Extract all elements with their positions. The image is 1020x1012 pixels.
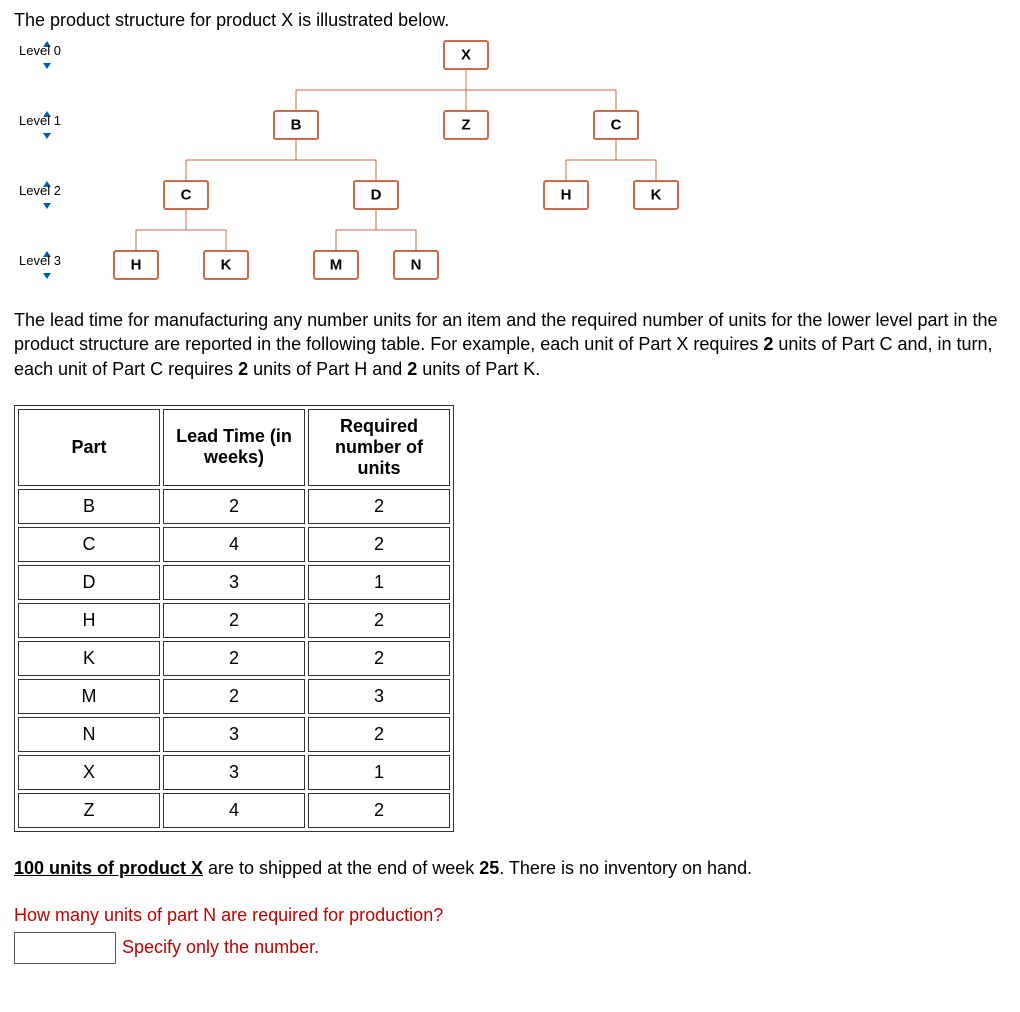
table-cell: 2 [308, 603, 450, 638]
svg-text:K: K [221, 257, 232, 274]
table-row: M23 [18, 679, 450, 714]
table-cell: C [18, 527, 160, 562]
table-cell: 2 [163, 641, 305, 676]
intro-text: The product structure for product X is i… [14, 10, 1006, 31]
tree-edge [296, 139, 376, 181]
svg-text:D: D [371, 187, 382, 204]
col-required: Required number of units [308, 409, 450, 486]
product-structure-diagram: X B Z C C D H K H K M N Level 0 Level 1 Level 2 Level 3 [14, 35, 1006, 300]
table-cell: 2 [163, 679, 305, 714]
table-cell: H [18, 603, 160, 638]
table-cell: B [18, 489, 160, 524]
tree-edge [336, 209, 376, 251]
table-row: C42 [18, 527, 450, 562]
table-row: Z42 [18, 793, 450, 828]
tree-node-Z: Z [444, 111, 488, 139]
table-cell: 4 [163, 527, 305, 562]
answer-input[interactable] [14, 932, 116, 964]
level-label: Level 0 [19, 41, 61, 69]
table-cell: 2 [308, 641, 450, 676]
svg-text:H: H [561, 187, 572, 204]
table-cell: D [18, 565, 160, 600]
tree-edge [186, 139, 296, 181]
table-row: H22 [18, 603, 450, 638]
tree-svg: X B Z C C D H K H K M N Level 0 Level 1 Level 2 Level 3 [14, 35, 734, 295]
table-cell: K [18, 641, 160, 676]
svg-text:Level 2: Level 2 [19, 183, 61, 198]
table-cell: 2 [308, 489, 450, 524]
tree-edge [376, 209, 416, 251]
question-text: How many units of part N are required fo… [14, 905, 1006, 926]
level-label: Level 3 [19, 251, 61, 279]
tree-node-N: N [394, 251, 438, 279]
svg-text:H: H [131, 257, 142, 274]
lead-time-table: Part Lead Time (in weeks) Required numbe… [14, 405, 454, 832]
tree-edge [296, 69, 466, 111]
svg-text:M: M [330, 257, 343, 274]
table-cell: 2 [163, 603, 305, 638]
table-cell: 2 [308, 793, 450, 828]
tree-edge [186, 209, 226, 251]
tree-node-K: K [634, 181, 678, 209]
tree-edge [466, 69, 616, 111]
table-row: X31 [18, 755, 450, 790]
explain-paragraph: The lead time for manufacturing any numb… [14, 308, 1006, 381]
tree-node-D: D [354, 181, 398, 209]
table-cell: 4 [163, 793, 305, 828]
table-cell: 3 [308, 679, 450, 714]
col-part: Part [18, 409, 160, 486]
table-cell: 1 [308, 565, 450, 600]
table-cell: N [18, 717, 160, 752]
table-cell: 3 [163, 717, 305, 752]
table-cell: 1 [308, 755, 450, 790]
svg-text:Z: Z [461, 117, 470, 134]
tree-node-C: C [164, 181, 208, 209]
svg-text:Level 0: Level 0 [19, 43, 61, 58]
svg-text:Level 1: Level 1 [19, 113, 61, 128]
tree-edge [136, 209, 186, 251]
tree-edge [616, 139, 656, 181]
level-label: Level 1 [19, 111, 61, 139]
col-lead-time: Lead Time (in weeks) [163, 409, 305, 486]
svg-text:B: B [291, 117, 302, 134]
tree-node-H: H [114, 251, 158, 279]
table-row: K22 [18, 641, 450, 676]
svg-text:Level 3: Level 3 [19, 253, 61, 268]
table-cell: 3 [163, 565, 305, 600]
table-cell: 2 [308, 527, 450, 562]
table-row: N32 [18, 717, 450, 752]
tree-node-B: B [274, 111, 318, 139]
table-row: D31 [18, 565, 450, 600]
tree-edge [566, 139, 616, 181]
svg-text:X: X [461, 47, 471, 64]
table-cell: M [18, 679, 160, 714]
svg-text:C: C [181, 187, 192, 204]
tree-node-K: K [204, 251, 248, 279]
answer-hint: Specify only the number. [122, 937, 319, 958]
shipment-statement: 100 units of product X are to shipped at… [14, 858, 1006, 879]
table-cell: X [18, 755, 160, 790]
svg-text:N: N [411, 257, 422, 274]
svg-text:C: C [611, 117, 622, 134]
table-cell: Z [18, 793, 160, 828]
tree-node-X: X [444, 41, 488, 69]
level-label: Level 2 [19, 181, 61, 209]
table-cell: 3 [163, 755, 305, 790]
table-header-row: Part Lead Time (in weeks) Required numbe… [18, 409, 450, 486]
tree-node-M: M [314, 251, 358, 279]
tree-node-C: C [594, 111, 638, 139]
table-cell: 2 [308, 717, 450, 752]
svg-text:K: K [651, 187, 662, 204]
tree-node-H: H [544, 181, 588, 209]
table-cell: 2 [163, 489, 305, 524]
table-row: B22 [18, 489, 450, 524]
